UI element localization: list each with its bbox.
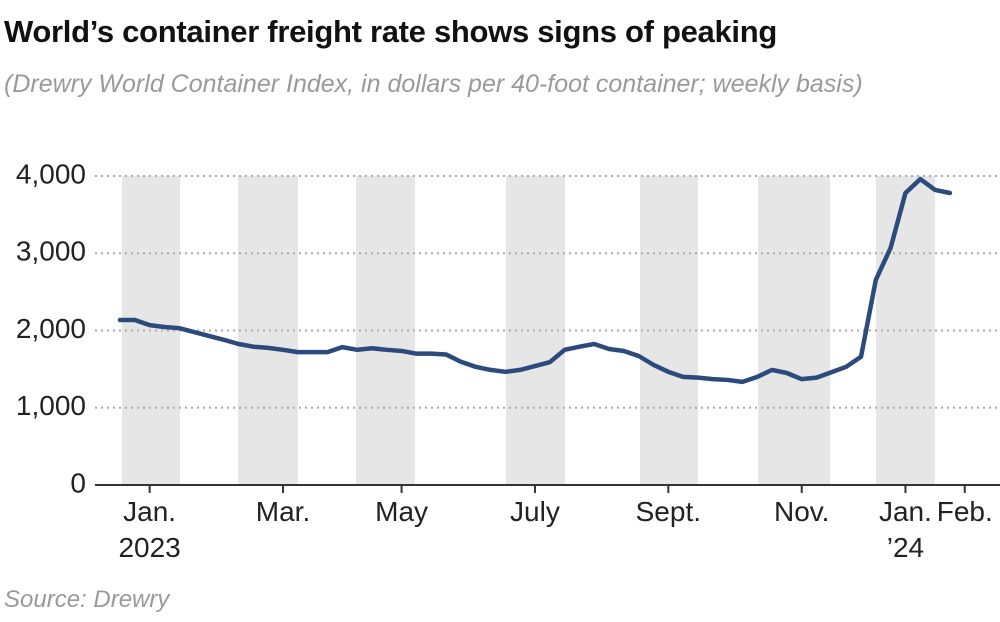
source-note: Source: Drewry [4,586,170,613]
x-tick-label: Mar. [255,496,311,527]
y-tick-label: 2,000 [16,313,86,344]
y-tick-label: 4,000 [16,158,86,189]
shade-band [506,176,565,485]
data-line [117,176,953,385]
chart-title: World’s container freight rate shows sig… [4,14,778,49]
y-tick-label: 3,000 [16,236,86,267]
y-tick-label: 1,000 [16,390,86,421]
x-tick-label: Sept. [635,496,702,527]
y-tick-label: 0 [70,467,86,498]
x-tick-label: Jan. ’24 [878,496,932,563]
shade-band [640,176,698,485]
x-tick-label: May [375,496,429,527]
chart-subtitle: (Drewry World Container Index, in dollar… [4,70,863,98]
shade-band [356,176,415,485]
shade-band [758,176,830,485]
x-tick-label: Jan. 2023 [118,496,181,563]
x-tick-label: Feb. [936,496,993,527]
x-tick-label: July [510,496,560,527]
x-tick-label: Nov. [773,496,830,527]
